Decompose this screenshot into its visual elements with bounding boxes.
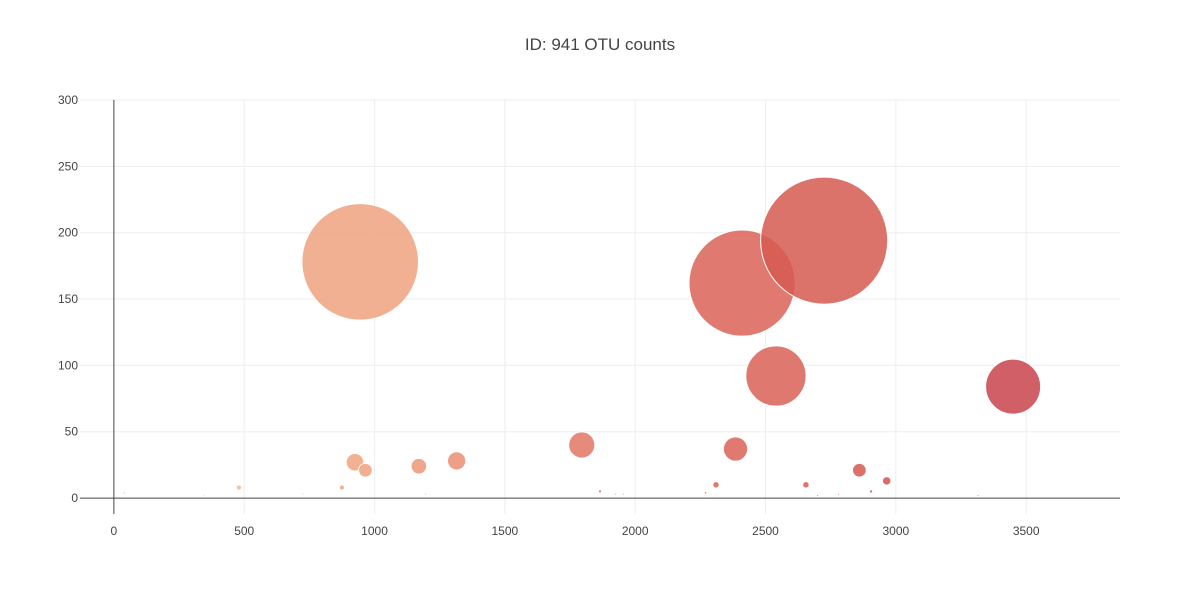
bubble-point[interactable]	[568, 431, 596, 459]
bubble-point[interactable]	[802, 481, 810, 489]
bubble-layer	[122, 176, 1042, 497]
y-tick-label: 100	[58, 358, 78, 372]
bubble-point[interactable]	[410, 457, 428, 475]
bubble-point[interactable]	[745, 345, 807, 407]
y-tick-label: 300	[58, 93, 78, 107]
bubble-point[interactable]	[621, 492, 625, 496]
x-tick-label: 2000	[622, 524, 649, 538]
bubble-point[interactable]	[301, 203, 419, 321]
bubble-point[interactable]	[301, 492, 305, 496]
x-tick-label: 1500	[492, 524, 519, 538]
x-tick-label: 3000	[882, 524, 909, 538]
bubble-point[interactable]	[446, 451, 467, 471]
x-tick-label: 2500	[752, 524, 779, 538]
bubble-point[interactable]	[836, 492, 840, 496]
y-tick-label: 50	[65, 425, 79, 439]
axis-layer	[80, 100, 1120, 514]
y-tick-label: 200	[58, 226, 78, 240]
bubble-point[interactable]	[851, 462, 867, 478]
grid-layer	[80, 99, 1120, 514]
chart-title: ID: 941 OTU counts	[525, 35, 675, 54]
bubble-point[interactable]	[122, 490, 127, 495]
bubble-point[interactable]	[597, 489, 603, 494]
bubble-point[interactable]	[202, 493, 206, 497]
bubble-point[interactable]	[985, 358, 1042, 415]
bubble-point[interactable]	[703, 490, 708, 495]
x-tick-label: 3500	[1013, 524, 1040, 538]
bubble-point[interactable]	[868, 489, 874, 494]
bubble-point[interactable]	[712, 481, 720, 489]
bubble-point[interactable]	[760, 176, 889, 305]
y-tick-label: 250	[58, 159, 78, 173]
x-tick-label: 500	[234, 524, 254, 538]
bubble-point[interactable]	[881, 476, 892, 486]
tick-layer: 0 500 1000 1500 2000 2500 3000 3500 0 50 100 150 200…	[58, 93, 1040, 538]
y-tick-label: 0	[71, 491, 78, 505]
bubble-point[interactable]	[816, 493, 820, 497]
bubble-point[interactable]	[235, 484, 243, 491]
bubble-point[interactable]	[338, 484, 346, 491]
bubble-point[interactable]	[358, 462, 373, 478]
bubble-point[interactable]	[423, 492, 427, 496]
bubble-point[interactable]	[976, 493, 980, 497]
x-tick-label: 0	[111, 524, 118, 538]
bubble-point[interactable]	[614, 492, 618, 496]
x-tick-label: 1000	[361, 524, 388, 538]
y-tick-label: 150	[58, 292, 78, 306]
bubble-point[interactable]	[722, 436, 749, 462]
